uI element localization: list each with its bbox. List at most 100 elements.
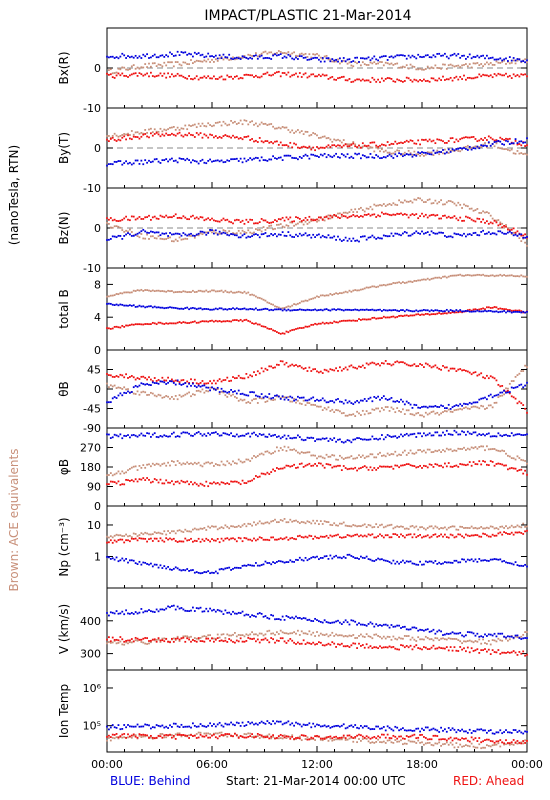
data-point bbox=[381, 148, 383, 151]
data-point bbox=[270, 398, 273, 401]
data-point bbox=[213, 308, 215, 311]
data-point bbox=[167, 376, 169, 379]
data-point bbox=[369, 438, 372, 441]
data-point bbox=[285, 52, 288, 55]
data-point bbox=[109, 68, 112, 71]
data-point bbox=[344, 215, 347, 218]
data-point bbox=[140, 230, 143, 233]
data-point bbox=[218, 527, 221, 530]
data-point bbox=[352, 556, 355, 558]
data-point bbox=[119, 235, 122, 237]
data-point bbox=[379, 61, 381, 63]
data-point bbox=[148, 432, 150, 435]
data-point bbox=[421, 230, 423, 233]
data-point bbox=[146, 540, 148, 543]
data-point bbox=[392, 235, 395, 237]
data-point bbox=[304, 325, 307, 328]
data-point bbox=[249, 320, 252, 323]
data-point bbox=[486, 526, 488, 529]
data-point bbox=[289, 518, 292, 521]
data-point bbox=[216, 433, 219, 435]
data-point bbox=[510, 274, 513, 277]
data-point bbox=[108, 374, 110, 377]
data-point bbox=[153, 537, 156, 540]
data-point bbox=[312, 556, 315, 558]
data-point bbox=[396, 400, 399, 402]
data-point bbox=[463, 54, 465, 57]
data-point bbox=[358, 467, 360, 470]
data-point bbox=[289, 305, 292, 308]
data-point bbox=[241, 307, 244, 310]
data-point bbox=[270, 397, 273, 400]
data-point bbox=[293, 364, 295, 367]
data-point bbox=[327, 455, 330, 458]
data-point bbox=[138, 434, 141, 437]
data-point bbox=[518, 309, 521, 312]
data-point bbox=[319, 462, 322, 465]
data-point bbox=[449, 200, 452, 203]
data-point bbox=[323, 555, 326, 558]
data-point bbox=[230, 119, 232, 122]
data-point bbox=[432, 434, 435, 437]
data-point bbox=[115, 303, 118, 306]
data-point bbox=[111, 327, 114, 330]
data-point bbox=[262, 325, 265, 328]
data-point bbox=[151, 216, 154, 219]
data-point bbox=[199, 482, 202, 485]
data-point bbox=[346, 291, 349, 294]
data-point bbox=[369, 236, 372, 239]
data-point bbox=[402, 54, 404, 57]
data-point bbox=[489, 74, 492, 77]
data-point bbox=[463, 203, 465, 206]
data-point bbox=[316, 234, 318, 237]
data-point bbox=[507, 391, 509, 394]
data-point bbox=[339, 556, 341, 559]
data-point bbox=[295, 54, 297, 57]
data-point bbox=[163, 72, 166, 75]
data-point bbox=[423, 366, 425, 368]
data-point bbox=[153, 62, 156, 65]
data-point bbox=[390, 78, 393, 80]
data-point bbox=[260, 452, 263, 455]
data-point bbox=[432, 154, 435, 156]
data-point bbox=[470, 373, 473, 376]
data-point bbox=[316, 464, 318, 467]
data-point bbox=[424, 535, 427, 538]
data-point bbox=[144, 306, 147, 309]
data-point bbox=[125, 435, 127, 437]
data-point bbox=[209, 380, 211, 383]
data-point bbox=[457, 408, 460, 411]
data-point bbox=[480, 372, 483, 375]
data-point bbox=[432, 561, 435, 564]
data-point bbox=[377, 214, 379, 217]
data-point bbox=[499, 434, 502, 437]
data-point bbox=[283, 398, 286, 401]
data-point bbox=[312, 153, 315, 156]
data-point bbox=[111, 72, 114, 75]
data-point bbox=[363, 534, 366, 537]
data-point bbox=[174, 61, 177, 63]
data-point bbox=[333, 235, 336, 238]
data-point bbox=[293, 328, 295, 331]
data-point bbox=[514, 59, 517, 62]
data-point bbox=[134, 465, 137, 468]
data-point bbox=[390, 406, 393, 409]
data-point bbox=[340, 240, 343, 242]
data-point bbox=[346, 153, 349, 156]
data-point bbox=[428, 198, 431, 201]
data-point bbox=[369, 153, 372, 155]
data-point bbox=[335, 524, 337, 527]
data-point bbox=[186, 380, 189, 383]
data-point bbox=[497, 383, 500, 386]
data-point bbox=[285, 521, 288, 524]
data-point bbox=[115, 556, 118, 559]
data-point bbox=[251, 57, 253, 60]
data-point bbox=[331, 156, 334, 159]
data-point bbox=[472, 62, 475, 65]
data-point bbox=[314, 522, 316, 525]
data-point bbox=[214, 463, 217, 465]
data-point bbox=[276, 157, 278, 160]
data-point bbox=[382, 559, 385, 562]
data-point bbox=[285, 224, 288, 227]
data-point bbox=[419, 314, 421, 316]
